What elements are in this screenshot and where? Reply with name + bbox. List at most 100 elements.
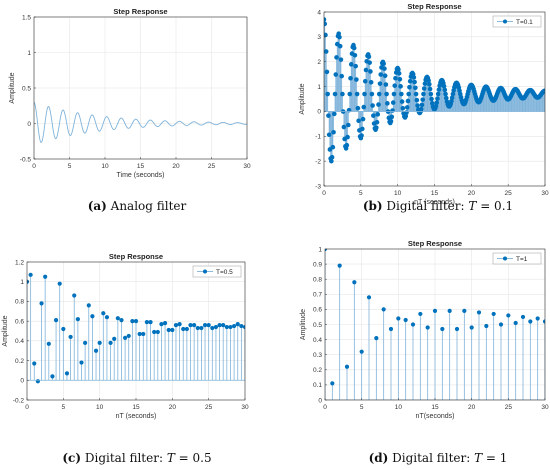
data-point — [348, 75, 353, 81]
data-point — [173, 322, 179, 328]
data-point — [389, 114, 395, 120]
y-tick-label: 0.1 — [313, 382, 322, 389]
panel-caption: (d) Digital filter: T = 1 — [369, 451, 508, 465]
data-point — [399, 91, 404, 97]
data-point — [93, 348, 99, 353]
data-point — [363, 67, 369, 73]
data-point — [170, 327, 175, 333]
data-point — [375, 112, 381, 117]
data-point — [324, 69, 330, 75]
data-point — [336, 31, 342, 36]
data-point — [337, 43, 343, 49]
data-point — [213, 324, 219, 330]
y-tick-label: 0.2 — [313, 367, 322, 374]
legend-box — [492, 15, 542, 28]
data-point — [405, 98, 411, 104]
data-point — [376, 102, 381, 107]
data-point — [399, 99, 405, 104]
caption-label: (a) — [88, 199, 107, 213]
data-point — [371, 113, 376, 118]
data-point — [79, 360, 84, 365]
data-point — [166, 327, 171, 333]
data-point — [427, 86, 433, 92]
data-point — [152, 329, 157, 335]
data-point — [362, 78, 368, 84]
data-point — [368, 79, 374, 85]
caption-value: = 0.5 — [175, 451, 212, 465]
data-point — [359, 133, 364, 138]
data-point — [184, 326, 189, 332]
data-point — [398, 84, 403, 89]
x-tick-label: 20 — [468, 404, 476, 411]
y-tick-label: 1 — [27, 50, 31, 57]
data-point — [435, 96, 440, 101]
y-tick-label: -3 — [315, 183, 321, 190]
data-point — [542, 88, 545, 94]
chart-title: Step Response — [407, 2, 461, 11]
x-tick-label: 0 — [322, 190, 326, 197]
data-point — [352, 280, 357, 285]
data-point — [376, 91, 382, 97]
data-point — [436, 87, 442, 92]
data-point — [86, 303, 91, 308]
data-point — [396, 71, 402, 76]
data-point — [235, 322, 240, 327]
data-layer — [34, 101, 247, 144]
data-point — [432, 308, 438, 314]
x-tick-label: 5 — [62, 404, 66, 411]
data-point — [390, 108, 395, 113]
data-point — [162, 321, 168, 326]
data-point — [374, 120, 380, 125]
y-tick-label: 0.9 — [313, 261, 322, 268]
data-point — [202, 322, 208, 328]
data-point — [390, 100, 396, 105]
y-tick-label: 0.6 — [313, 307, 322, 314]
data-point — [210, 325, 215, 331]
data-point — [326, 113, 331, 118]
caption-label: (c) — [62, 451, 81, 465]
data-point — [419, 102, 425, 108]
data-point — [353, 63, 358, 69]
legend: T=0.5 — [192, 265, 242, 278]
data-point — [329, 158, 334, 164]
data-point — [347, 91, 353, 97]
legend-box — [492, 252, 542, 265]
data-point — [361, 104, 367, 110]
data-point — [346, 122, 351, 128]
data-point — [435, 91, 441, 97]
data-point — [422, 81, 428, 86]
data-point — [217, 322, 222, 328]
data-point — [354, 77, 359, 82]
x-tick-label: 20 — [169, 404, 177, 411]
data-point — [341, 124, 347, 130]
y-tick-label: 1.5 — [22, 14, 31, 21]
data-point — [374, 125, 379, 130]
data-point — [177, 322, 182, 327]
data-point — [425, 325, 430, 330]
y-tick-label: -2 — [315, 158, 321, 165]
x-tick-label: 0 — [323, 404, 327, 411]
data-point — [50, 374, 55, 379]
data-point — [75, 317, 80, 322]
y-tick-label: 4 — [317, 9, 321, 16]
data-point — [28, 272, 33, 277]
data-point — [324, 17, 327, 22]
y-tick-label: -0.2 — [13, 397, 25, 404]
data-point — [130, 319, 135, 324]
data-point — [324, 32, 328, 38]
chart-panel-b: 0 5 10 15 20 25 30 -3 -2 -1 0 1 2 3 4 Step Response nT (… — [299, 2, 549, 213]
data-point — [383, 82, 389, 87]
caption-text: Digital filter: — [81, 451, 163, 465]
y-tick-label: 0 — [27, 121, 31, 128]
legend: T=0.1 — [492, 15, 542, 28]
data-point — [330, 144, 336, 150]
data-point — [421, 91, 426, 97]
panel-caption: (b) Digital filter: T = 0.1 — [363, 199, 513, 213]
x-tick-label: 20 — [468, 190, 476, 197]
data-point — [404, 110, 409, 115]
data-point — [32, 361, 37, 366]
data-point — [354, 91, 360, 97]
y-axis-label: Amplitude — [2, 315, 9, 346]
data-point — [426, 78, 431, 83]
